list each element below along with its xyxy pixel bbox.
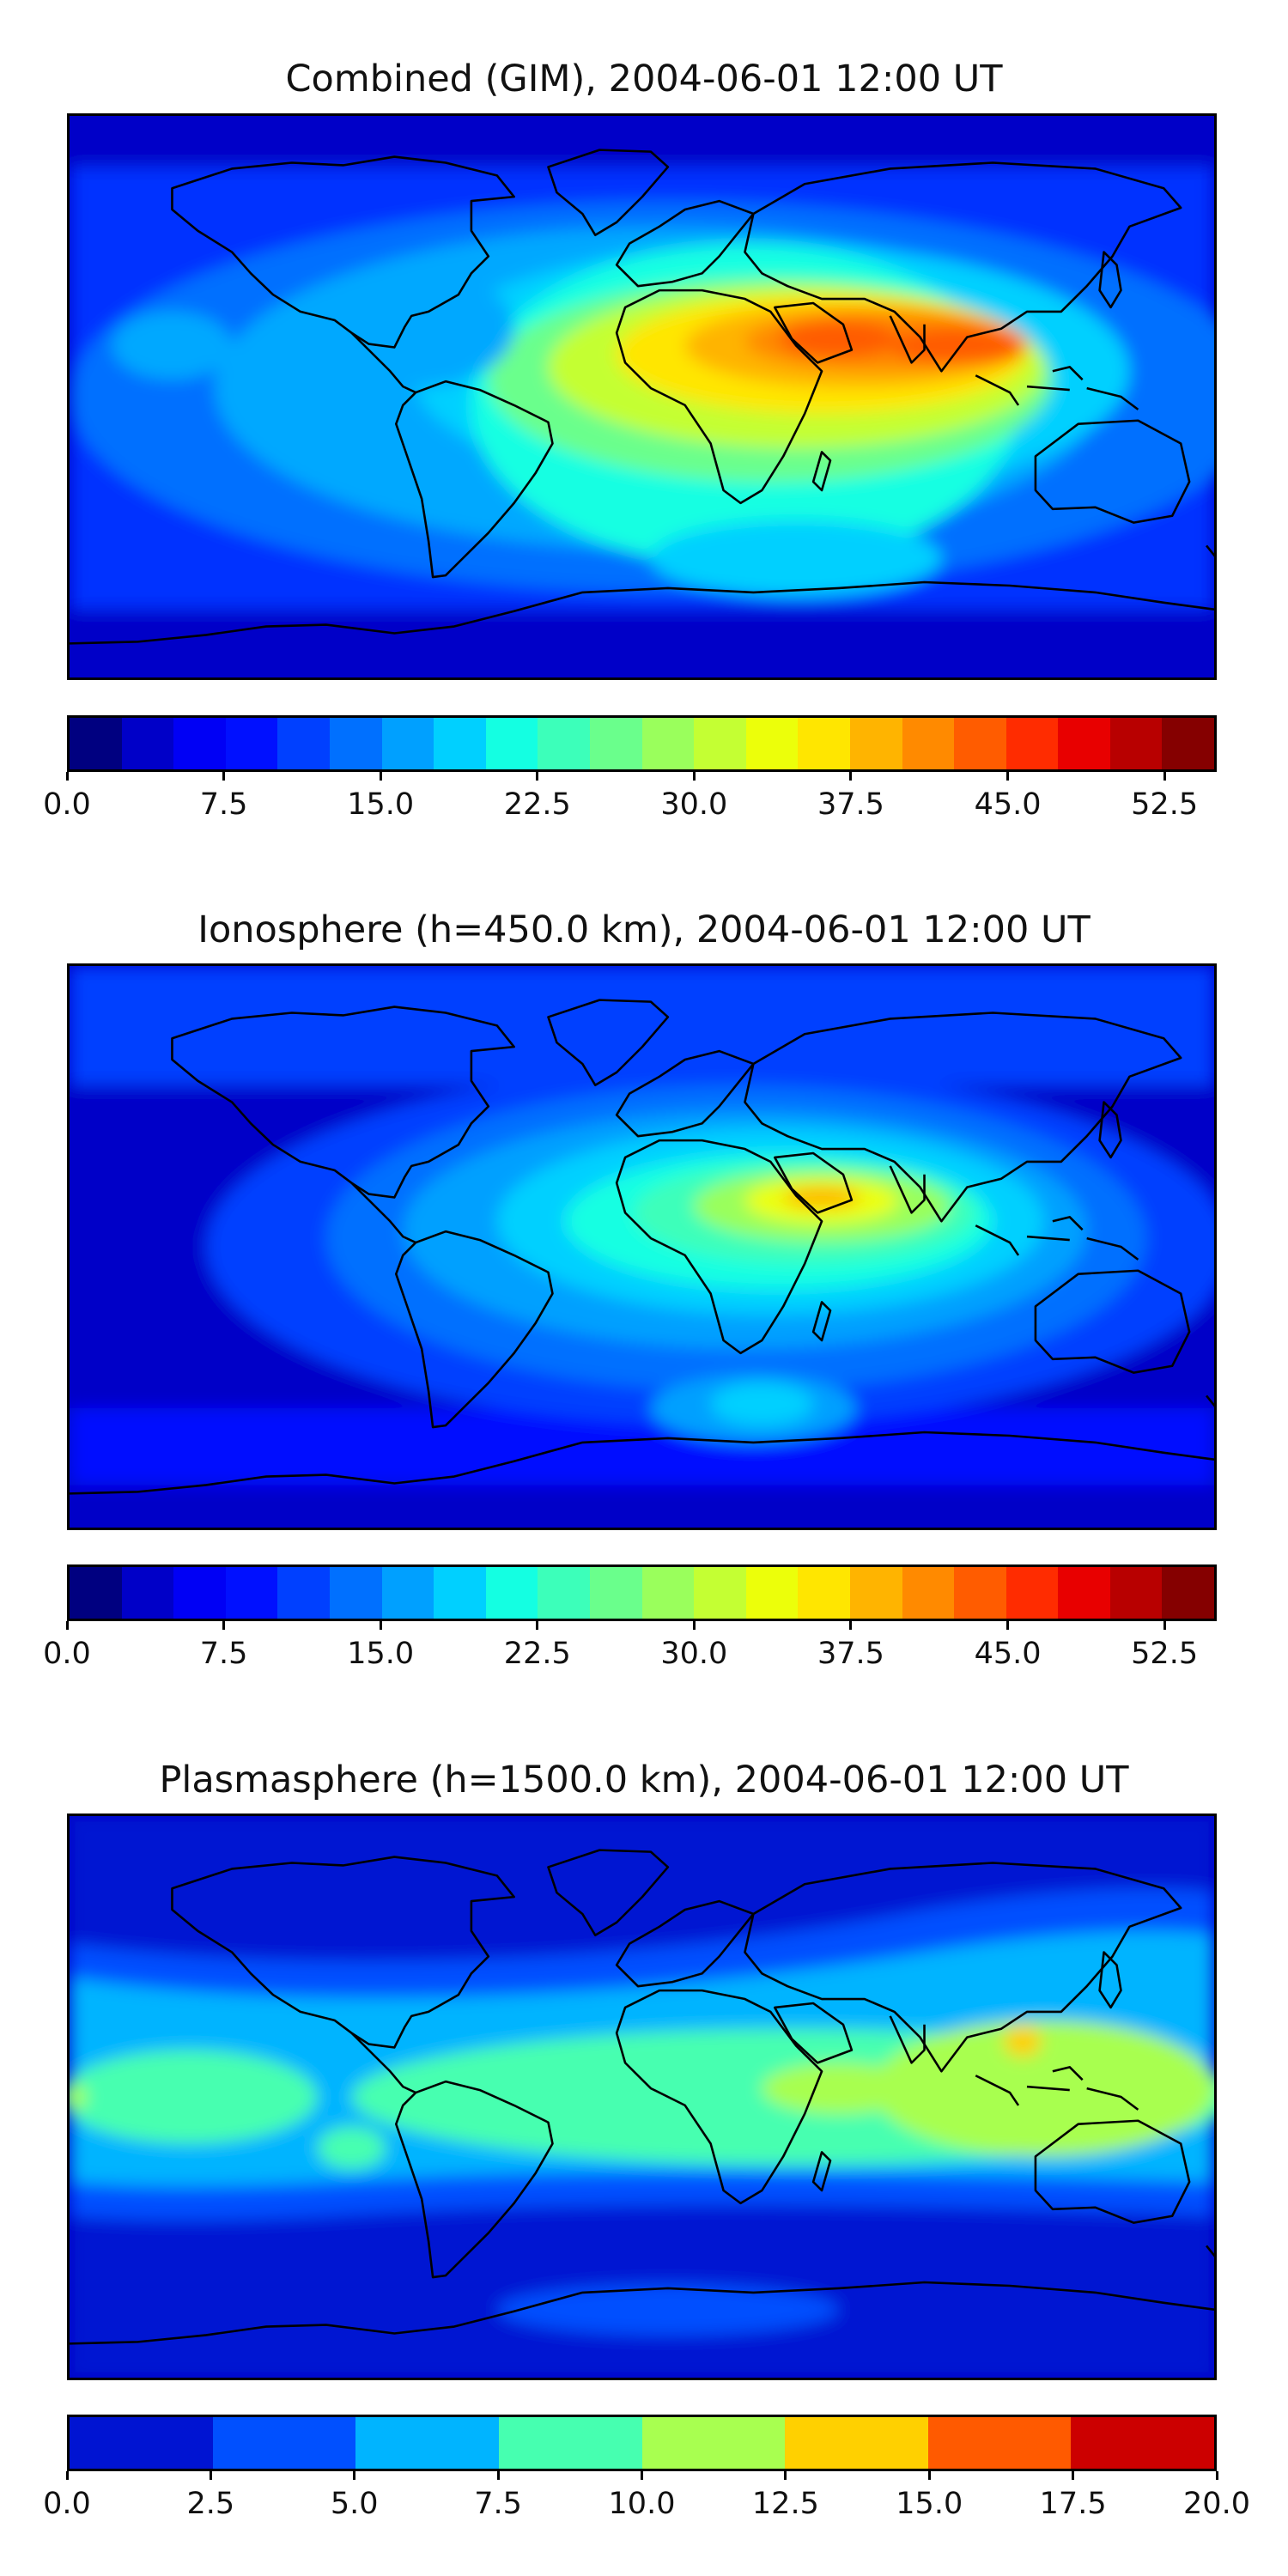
colorbar-segment	[277, 718, 330, 769]
colorbar-segment	[434, 718, 486, 769]
colorbar-tick-label: 52.5	[1131, 1637, 1199, 1671]
colorbar-segment	[381, 718, 434, 769]
colorbar-segment	[538, 718, 590, 769]
colorbar-tick-label: 30.0	[660, 787, 728, 822]
colorbar-segment	[70, 2417, 213, 2469]
colorbar-tick-label: 22.5	[503, 787, 571, 822]
colorbar-segment	[212, 2417, 356, 2469]
colorbar-tick-label: 0.0	[43, 2487, 91, 2521]
colorbar-segment	[954, 1567, 1006, 1619]
colorbar-segment	[589, 718, 642, 769]
colorbar-tick-label: 45.0	[974, 1637, 1042, 1671]
colorbar-segment	[954, 718, 1006, 769]
colorbar-tick-label: 15.0	[347, 787, 415, 822]
colorbar-segment	[485, 1567, 538, 1619]
colorbar-segment	[849, 1567, 902, 1619]
colorbar-segment	[121, 718, 174, 769]
colorbar-ionosphere	[67, 1564, 1217, 1621]
colorbar-tick-label: 45.0	[974, 787, 1042, 822]
colorbar-tick-label: 7.5	[474, 2487, 522, 2521]
panel-title-plasmasphere: Plasmasphere (h=1500.0 km), 2004-06-01 1…	[159, 1759, 1129, 1801]
colorbar-tick-label: 15.0	[347, 1637, 415, 1671]
colorbar-segment	[1109, 1567, 1163, 1619]
colorbar-segment	[641, 1567, 695, 1619]
colorbar-segment	[798, 718, 850, 769]
colorbar-segment	[277, 1567, 330, 1619]
colorbar-segment	[1058, 718, 1110, 769]
colorbar-ticks-ionosphere: 0.0 7.5 15.0 22.5 30.0 37.5 45.0 52.5	[43, 1621, 1217, 1671]
colorbar-tick-label: 7.5	[199, 787, 248, 822]
colorbar-tick-label: 2.5	[186, 2487, 235, 2521]
colorbar-segment	[1071, 2417, 1214, 2469]
colorbar-segment	[381, 1567, 434, 1619]
colorbar-segment	[745, 1567, 799, 1619]
colorbar-segment	[434, 1567, 486, 1619]
colorbar-segment	[694, 1567, 746, 1619]
colorbar-segment	[1109, 718, 1163, 769]
colorbar-tick-label: 10.0	[608, 2487, 676, 2521]
map-ionosphere[interactable]	[67, 963, 1217, 1530]
colorbar-segment	[902, 718, 955, 769]
colorbar-segment	[173, 718, 226, 769]
colorbar-segment	[745, 718, 799, 769]
colorbar-ticks-combined: 0.0 7.5 15.0 22.5 30.0 37.5 45.0 52.5	[43, 772, 1217, 822]
colorbar-segment	[1162, 718, 1215, 769]
panel-title-ionosphere: Ionosphere (h=450.0 km), 2004-06-01 12:0…	[197, 908, 1091, 951]
colorbar-tick-label: 22.5	[503, 1637, 571, 1671]
colorbar-tick-label: 20.0	[1183, 2487, 1250, 2521]
colorbar-segment	[641, 2417, 786, 2469]
colorbar-tick-label: 37.5	[817, 1637, 884, 1671]
colorbar-tick-label: 5.0	[330, 2487, 379, 2521]
colorbar-segment	[849, 718, 902, 769]
colorbar-segment	[70, 1567, 122, 1619]
colorbar-segment	[927, 2417, 1072, 2469]
map-plasmasphere[interactable]	[67, 1814, 1217, 2380]
colorbar-tick-label: 12.5	[751, 2487, 819, 2521]
colorbar-tick-label: 15.0	[896, 2487, 963, 2521]
colorbar-segment	[329, 718, 382, 769]
colorbar-segment	[485, 718, 538, 769]
colorbar-segment	[798, 1567, 850, 1619]
colorbar-plasmasphere	[67, 2415, 1217, 2471]
colorbar-tick-label: 17.5	[1039, 2487, 1107, 2521]
colorbar-segment	[538, 1567, 590, 1619]
colorbar-segment	[641, 718, 695, 769]
colorbar-segment	[1005, 1567, 1059, 1619]
colorbar-segment	[70, 718, 122, 769]
colorbar-segment	[355, 2417, 499, 2469]
colorbar-segment	[1005, 718, 1059, 769]
colorbar-segment	[902, 1567, 955, 1619]
colorbar-segment	[121, 1567, 174, 1619]
colorbar-tick-label: 0.0	[43, 787, 91, 822]
colorbar-tick-label: 30.0	[660, 1637, 728, 1671]
colorbar-segment	[694, 718, 746, 769]
colorbar-segment	[173, 1567, 226, 1619]
panel-title-combined: Combined (GIM), 2004-06-01 12:00 UT	[285, 58, 1003, 100]
colorbar-segment	[225, 1567, 278, 1619]
colorbar-segment	[1162, 1567, 1215, 1619]
colorbar-segment	[329, 1567, 382, 1619]
colorbar-tick-label: 7.5	[199, 1637, 248, 1671]
colorbar-segment	[785, 2417, 928, 2469]
colorbar-tick-label: 0.0	[43, 1637, 91, 1671]
colorbar-tick-label: 37.5	[817, 787, 884, 822]
map-combined[interactable]	[67, 113, 1217, 680]
colorbar-tick-label: 52.5	[1131, 787, 1199, 822]
colorbar-combined	[67, 715, 1217, 772]
colorbar-segment	[589, 1567, 642, 1619]
colorbar-ticks-plasmasphere: 0.0 2.5 5.0 7.5 10.0 12.5 15.0 17.5 20.0	[43, 2471, 1250, 2521]
colorbar-segment	[498, 2417, 642, 2469]
colorbar-segment	[225, 718, 278, 769]
colorbar-segment	[1058, 1567, 1110, 1619]
